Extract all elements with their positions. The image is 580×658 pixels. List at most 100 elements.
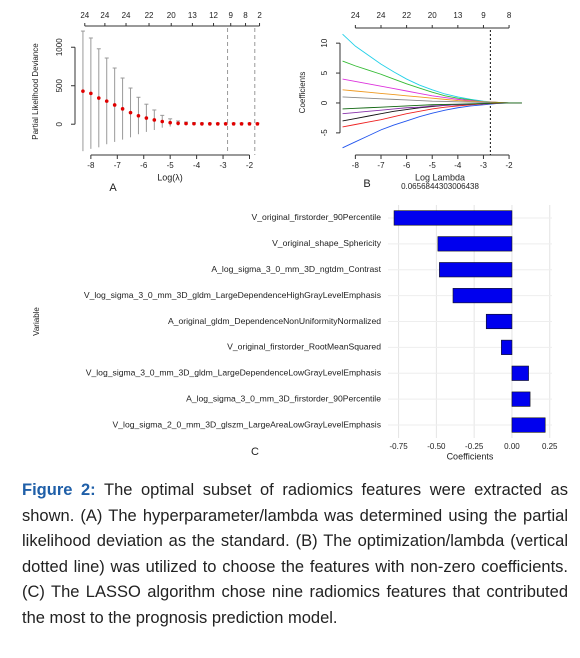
point (160, 119, 165, 124)
bar (393, 210, 513, 226)
x-tick-label: -0.25 (465, 442, 484, 451)
coefficient-path (342, 78, 522, 104)
x-axis-label: Log Lambda (415, 172, 465, 182)
point (81, 89, 85, 93)
caption-text: The optimal subset of radiomics features… (22, 481, 568, 627)
point (208, 122, 212, 126)
point (152, 118, 157, 122)
y-tick-label: 10 (320, 38, 329, 47)
x-tick-label: 0.00 (504, 442, 520, 451)
point (104, 99, 109, 103)
x-tick-label: -2 (246, 161, 254, 170)
point (223, 122, 228, 126)
top-tick-label: 12 (209, 11, 218, 20)
panel-label: B (363, 178, 370, 190)
top-tick-label: 8 (507, 11, 512, 20)
bar (511, 391, 531, 407)
top-tick-label: 24 (122, 11, 131, 20)
y-tick-label: A_log_sigma_3_0_mm_3D_ngtdm_Contrast (211, 264, 381, 274)
point (120, 107, 125, 111)
top-tick-label: 22 (145, 11, 154, 20)
caption: Figure 2: The optimal subset of radiomic… (22, 478, 568, 631)
y-tick-label: A_original_gldm_DependenceNonUniformityN… (168, 316, 381, 326)
point (200, 122, 204, 126)
point (255, 122, 260, 126)
point (89, 91, 93, 96)
x-tick-label: -8 (87, 161, 95, 170)
y-tick-label: 0 (55, 121, 64, 126)
y-tick-label: V_log_sigma_3_0_mm_3D_gldm_LargeDependen… (86, 368, 381, 378)
x-tick-label: -5 (167, 161, 175, 170)
point (168, 120, 172, 125)
top-tick-label: 24 (377, 11, 386, 20)
bar (511, 365, 529, 381)
y-tick-label: V_original_firstorder_90Percentile (252, 212, 382, 222)
bar (452, 288, 513, 304)
top-tick-label: 22 (402, 11, 411, 20)
bar (439, 262, 513, 278)
point (176, 121, 180, 126)
bar (437, 236, 513, 252)
panel-label: A (109, 182, 117, 194)
point (247, 122, 252, 126)
figure: A Log(λ) Partial Likelihood Deviance -8 -7 -6… (31, 11, 558, 461)
lambda-label: 0.0656844303006438 (401, 182, 479, 191)
coefficient-path (342, 102, 522, 110)
caption-label: Figure 2: (22, 481, 96, 499)
x-tick-label: -5 (429, 161, 437, 170)
coefficient-path (342, 102, 522, 149)
x-tick-label: -0.50 (427, 442, 446, 451)
bar (501, 339, 513, 355)
x-tick-label: -4 (454, 161, 462, 170)
x-tick-label: -3 (480, 161, 488, 170)
point (215, 122, 220, 126)
point (231, 122, 236, 126)
y-tick-label: 5 (320, 70, 329, 75)
x-tick-label: 0.25 (542, 442, 558, 451)
bar (485, 313, 513, 330)
point (239, 122, 244, 126)
panel-label: C (251, 446, 259, 458)
point (192, 121, 196, 126)
x-tick-label: -0.75 (389, 442, 408, 451)
x-tick-label: -7 (114, 161, 122, 170)
point (184, 121, 188, 126)
y-tick-label: 0 (320, 100, 329, 105)
x-tick-label: -6 (403, 161, 411, 170)
y-tick-label: V_log_sigma_2_0_mm_3D_glszm_LargeAreaLow… (113, 419, 381, 429)
point (144, 116, 149, 120)
bar (511, 417, 546, 433)
coefficient-path (342, 60, 522, 104)
top-tick-label: 9 (228, 11, 233, 20)
y-axis-label: Coefficients (298, 72, 307, 114)
x-axis-label: Coefficients (447, 451, 494, 461)
x-tick-label: -2 (506, 161, 514, 170)
y-axis-label: Variable (32, 307, 41, 336)
x-tick-label: -3 (219, 161, 227, 170)
top-tick-label: 20 (167, 11, 176, 20)
y-axis-label: Partial Likelihood Deviance (31, 43, 40, 140)
point (112, 103, 117, 107)
y-tick-label: 500 (55, 79, 64, 93)
x-axis-label: Log(λ) (157, 172, 183, 182)
y-tick-label: V_original_shape_Sphericity (272, 238, 382, 248)
top-tick-label: 24 (100, 11, 109, 20)
x-tick-label: -7 (377, 161, 385, 170)
y-tick-label: A_log_sigma_3_0_mm_3D_firstorder_90Perce… (186, 393, 381, 403)
top-tick-label: 8 (243, 11, 248, 20)
point (128, 110, 133, 115)
y-tick-label: -5 (320, 129, 329, 137)
top-tick-label: 9 (481, 11, 486, 20)
x-tick-label: -4 (193, 161, 201, 170)
top-tick-label: 13 (453, 11, 462, 20)
point (96, 96, 101, 100)
point (136, 113, 141, 118)
x-tick-label: -8 (352, 161, 360, 170)
coefficient-path (342, 89, 522, 104)
y-tick-label: 1000 (55, 38, 64, 56)
top-tick-label: 2 (257, 11, 262, 20)
top-tick-label: 13 (188, 11, 197, 20)
y-tick-label: V_log_sigma_3_0_mm_3D_gldm_LargeDependen… (84, 290, 381, 300)
top-tick-label: 24 (80, 11, 89, 20)
